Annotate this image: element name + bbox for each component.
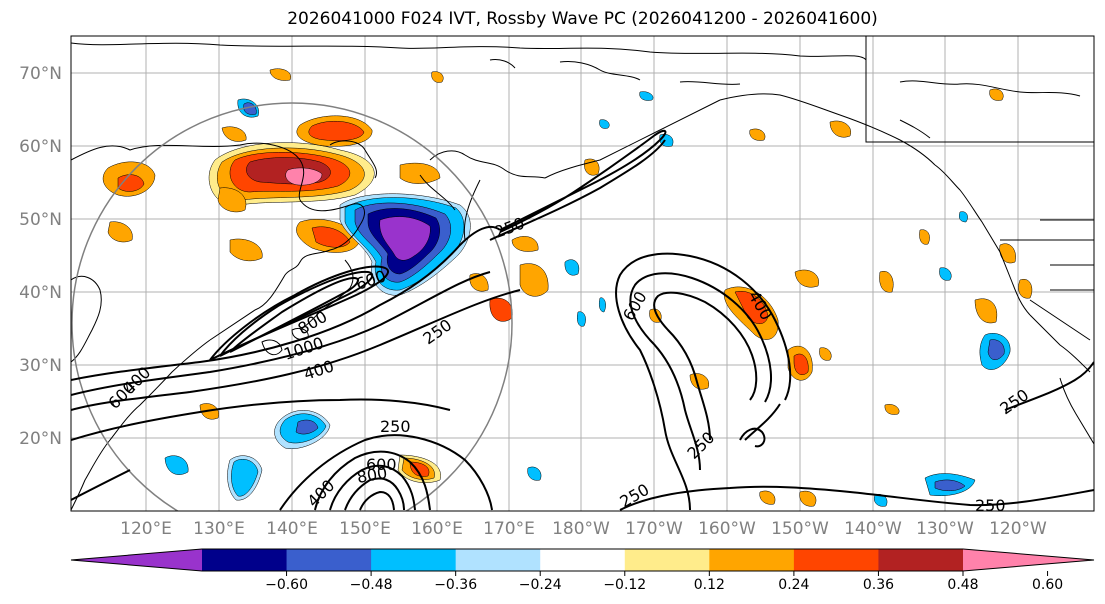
colorbar-segment — [624, 549, 710, 571]
lat-label: 60°N — [19, 137, 62, 157]
lon-label: 140°E — [266, 519, 318, 539]
colorbar-segment — [709, 549, 795, 571]
colorbar-segment — [793, 549, 879, 571]
colorbar-tick-label: −0.36 — [434, 577, 477, 593]
map-frame — [70, 35, 1095, 512]
lon-label: 130°W — [916, 519, 974, 539]
lat-label: 70°N — [19, 64, 62, 84]
lon-label: 150°W — [771, 519, 829, 539]
longitude-labels: 120°E 130°E 140°E 150°E 160°E 170°E 180°… — [120, 519, 1047, 539]
colorbar-segment — [878, 549, 964, 571]
lon-label: 170°W — [625, 519, 683, 539]
colorbar-tick-label: −0.12 — [603, 577, 646, 593]
colorbar-extend-max — [963, 549, 1094, 571]
map-title: 2026041000 F024 IVT, Rossby Wave PC (202… — [287, 9, 878, 29]
colorbar-tick-label: 0.48 — [947, 577, 978, 593]
lon-label: 150°E — [339, 519, 391, 539]
lon-label: 160°W — [698, 519, 756, 539]
lon-label: 120°E — [120, 519, 172, 539]
lat-label: 20°N — [19, 429, 62, 449]
colorbar-segment — [371, 549, 457, 571]
colorbar-tick-label: −0.48 — [350, 577, 393, 593]
lon-label: 170°E — [483, 519, 535, 539]
lon-label: 140°W — [844, 519, 902, 539]
colorbar-outline — [70, 548, 1095, 572]
latitude-labels: 70°N 60°N 50°N 40°N 30°N 20°N — [19, 64, 62, 449]
lat-label: 50°N — [19, 210, 62, 230]
colorbar-segment — [455, 549, 541, 571]
colorbar-segment — [286, 549, 372, 571]
colorbar: −0.60 −0.48 −0.36 −0.24 −0.12 0.12 0.24 0.36 0.4… — [70, 548, 1095, 593]
lat-label: 30°N — [19, 356, 62, 376]
colorbar-tick-label: 0.36 — [863, 577, 894, 593]
negative-anomaly-shading — [164, 91, 1011, 507]
colorbar-segment — [540, 549, 626, 571]
colorbar-tick-label: 0.24 — [778, 577, 809, 593]
colorbar-tick-label: −0.24 — [519, 577, 562, 593]
colorbar-tick-label: −0.60 — [265, 577, 308, 593]
ivt-contours — [71, 129, 1094, 511]
contour-label: 250 — [975, 496, 1006, 515]
lon-label: 160°E — [411, 519, 463, 539]
lat-label: 40°N — [19, 283, 62, 303]
lon-label: 130°E — [193, 519, 245, 539]
map-panel[interactable] — [71, 36, 1094, 511]
colorbar-segment — [202, 549, 288, 571]
contour-label: 600 — [366, 455, 397, 474]
lon-label: 180°W — [552, 519, 610, 539]
colorbar-extend-min — [71, 549, 202, 571]
region-circle — [71, 102, 513, 511]
lon-label: 120°W — [989, 519, 1047, 539]
colorbar-tick-label: 0.12 — [694, 577, 725, 593]
colorbar-tick-label: 0.60 — [1032, 577, 1063, 593]
contour-label: 250 — [380, 417, 411, 436]
